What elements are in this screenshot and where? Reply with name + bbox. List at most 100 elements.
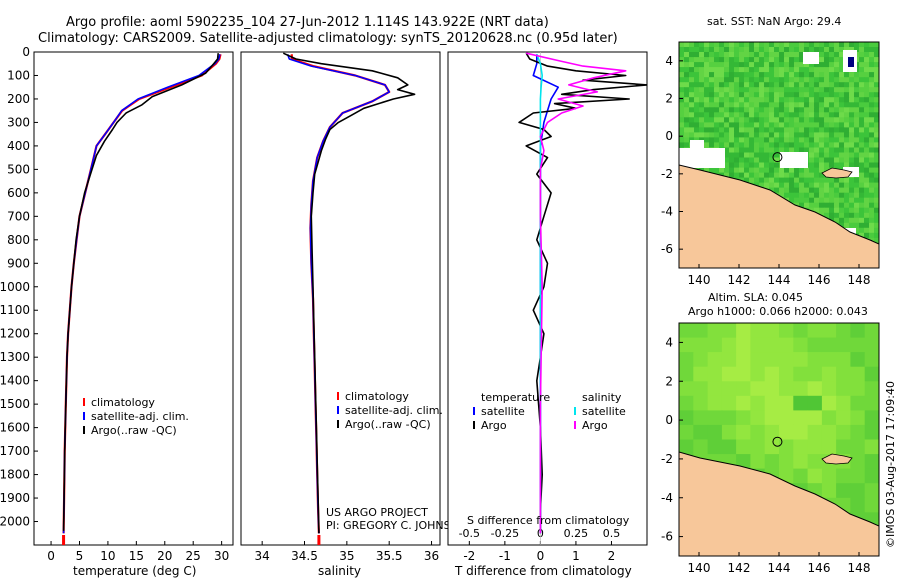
field-cell [809,102,815,108]
field-cell [864,197,870,204]
missing-data-patch [780,152,808,168]
y-tick-label: 800 [7,233,30,247]
field-cell [804,202,810,209]
field-cell [844,47,850,53]
field-cell [779,395,794,411]
field-cell [809,112,815,118]
field-cell [764,147,770,153]
field-cell [819,152,825,158]
field-cell [749,57,755,63]
field-cell [679,142,685,148]
field-cell [824,152,830,158]
field-cell [799,167,805,174]
field-cell [684,127,690,133]
field-cell [693,323,709,339]
field-cell [729,147,735,153]
field-cell [859,122,865,128]
field-cell [739,72,745,78]
field-cell [769,52,775,58]
field-cell [721,337,737,353]
field-cell [819,122,825,128]
field-cell [844,177,850,184]
field-cell [809,167,815,174]
field-cell [769,102,775,108]
field-cell [864,177,870,184]
field-cell [784,142,790,148]
field-cell [704,87,710,93]
field-cell [724,137,730,143]
field-cell [799,62,805,68]
field-cell [750,366,766,382]
field-cell [839,182,845,189]
field-cell [789,67,795,73]
field-cell [754,47,760,53]
field-cell [854,122,860,128]
y-tick-label: 1700 [0,444,30,458]
field-cell [864,127,870,133]
field-cell [749,142,755,148]
field-cell [850,352,866,368]
field-cell [759,177,765,184]
field-cell [704,57,710,63]
field-cell [859,152,865,158]
field-cell [874,152,879,158]
field-cell [724,167,730,174]
field-cell [824,192,830,199]
field-cell [844,212,850,219]
x-tick-label: -2 [463,549,475,563]
field-cell [809,202,815,209]
field-cell [724,62,730,68]
field-cell [864,352,879,368]
field-cell [844,117,850,123]
field-cell [849,202,855,209]
field-cell [679,381,694,397]
field-cell [714,77,720,83]
field-cell [804,177,810,184]
legend-label-satellite-adj: satellite-adj. clim. [91,410,189,423]
field-cell [794,112,800,118]
field-cell [854,77,860,83]
land-mass [679,164,879,268]
field-cell [844,137,850,143]
legend-label-t-argo: Argo [481,419,507,432]
field-cell [774,152,780,158]
field-cell [749,62,755,68]
field-cell [679,97,685,103]
field-cell [834,97,840,103]
field-cell [684,117,690,123]
field-cell [694,132,700,138]
field-cell [799,97,805,103]
field-cell [834,187,840,194]
field-cell [739,102,745,108]
field-cell [689,102,695,108]
field-cell [734,102,740,108]
field-cell [859,182,865,189]
field-cell [704,127,710,133]
field-cell [739,112,745,118]
field-cell [739,132,745,138]
field-cell [699,102,705,108]
field-cell [807,395,823,411]
field-cell [736,381,751,397]
field-cell [829,67,835,73]
field-cell [799,132,805,138]
field-cell [736,352,751,368]
field-cell [749,162,755,168]
x-tick-label: 20 [157,549,172,563]
lon-tick-label: 142 [728,273,751,287]
field-cell [849,97,855,103]
field-cell [844,107,850,113]
field-cell [874,207,879,214]
field-cell [774,132,780,138]
field-cell [839,67,845,73]
field-cell [689,122,695,128]
field-cell [819,172,825,179]
field-cell [814,147,820,153]
field-cell [834,137,840,143]
field-cell [789,87,795,93]
field-cell [819,57,825,63]
field-cell [829,192,835,199]
field-cell [814,182,820,189]
field-cell [844,187,850,194]
field-cell [789,57,795,63]
